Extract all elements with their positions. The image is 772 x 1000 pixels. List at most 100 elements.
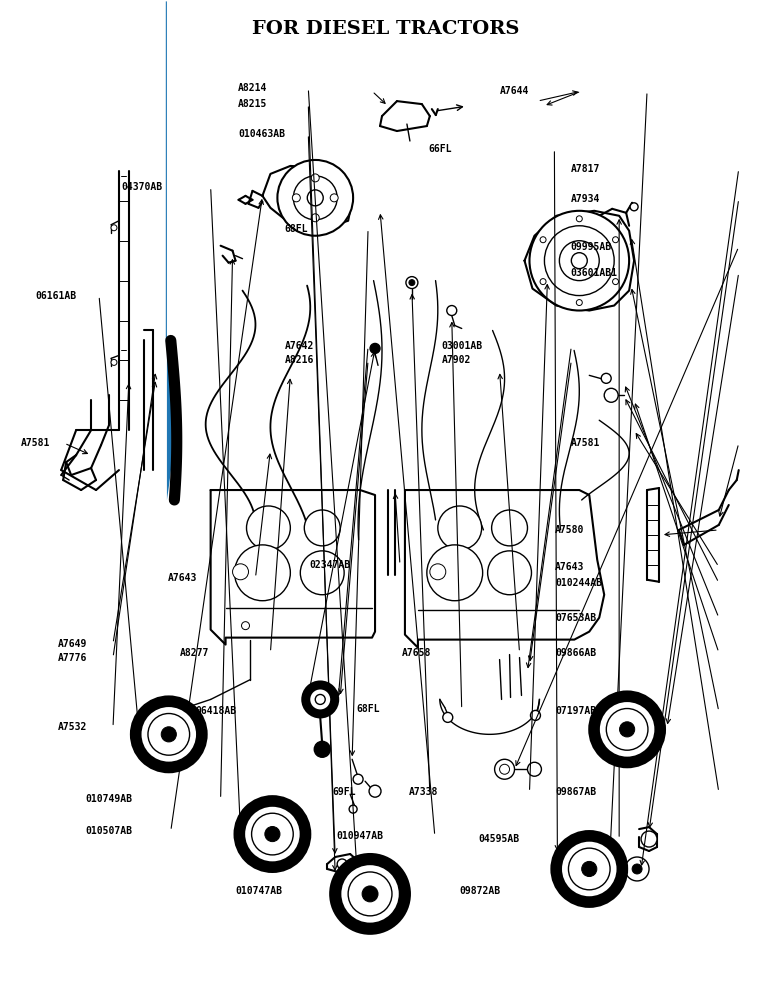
Text: 68FL: 68FL xyxy=(284,224,308,234)
Circle shape xyxy=(612,279,618,285)
Circle shape xyxy=(300,551,344,595)
Circle shape xyxy=(330,854,410,934)
Circle shape xyxy=(277,160,353,236)
Circle shape xyxy=(341,865,399,923)
Text: 09872AB: 09872AB xyxy=(459,886,500,896)
Text: 09867AB: 09867AB xyxy=(555,787,596,797)
Circle shape xyxy=(577,300,582,306)
Text: 03001AB: 03001AB xyxy=(442,341,482,351)
Circle shape xyxy=(560,241,599,281)
Text: 07197AB: 07197AB xyxy=(555,706,596,716)
Text: A7581: A7581 xyxy=(571,438,600,448)
Circle shape xyxy=(540,279,546,285)
Circle shape xyxy=(362,886,378,902)
Circle shape xyxy=(568,848,610,890)
Circle shape xyxy=(600,702,655,757)
Text: A7817: A7817 xyxy=(571,164,600,174)
Text: 010749AB: 010749AB xyxy=(85,794,132,804)
Text: 03601AB1: 03601AB1 xyxy=(571,268,618,278)
Circle shape xyxy=(581,861,597,877)
Circle shape xyxy=(293,176,337,220)
Text: A7642: A7642 xyxy=(284,341,314,351)
Circle shape xyxy=(499,764,510,774)
Text: 06418AB: 06418AB xyxy=(195,706,236,716)
Circle shape xyxy=(314,741,330,757)
Text: A8215: A8215 xyxy=(239,99,268,109)
Text: 06161AB: 06161AB xyxy=(36,291,76,301)
Circle shape xyxy=(131,696,207,772)
Circle shape xyxy=(303,681,338,717)
Text: 68FL: 68FL xyxy=(357,704,381,714)
Circle shape xyxy=(370,343,380,353)
Circle shape xyxy=(353,774,363,784)
Circle shape xyxy=(406,277,418,289)
Circle shape xyxy=(488,551,531,595)
Text: A7643: A7643 xyxy=(555,562,584,572)
Circle shape xyxy=(625,857,649,881)
Circle shape xyxy=(311,214,320,222)
Circle shape xyxy=(232,564,249,580)
Circle shape xyxy=(349,805,357,813)
Text: A7934: A7934 xyxy=(571,194,600,204)
Circle shape xyxy=(304,510,340,546)
Text: A8277: A8277 xyxy=(180,648,209,658)
Circle shape xyxy=(141,707,196,762)
Circle shape xyxy=(427,545,482,601)
Circle shape xyxy=(245,807,300,861)
Text: 07653AB: 07653AB xyxy=(555,613,596,623)
Text: 69FL: 69FL xyxy=(332,787,356,797)
Circle shape xyxy=(492,510,527,546)
Circle shape xyxy=(604,388,618,402)
Circle shape xyxy=(369,785,381,797)
Circle shape xyxy=(620,722,635,737)
Circle shape xyxy=(562,842,617,896)
Circle shape xyxy=(641,831,657,847)
Circle shape xyxy=(348,872,392,916)
Circle shape xyxy=(606,709,648,750)
Circle shape xyxy=(430,564,445,580)
Text: 010747AB: 010747AB xyxy=(235,886,282,896)
Circle shape xyxy=(111,225,117,231)
Circle shape xyxy=(447,306,457,316)
Circle shape xyxy=(530,710,540,720)
Circle shape xyxy=(438,506,482,550)
Text: A7581: A7581 xyxy=(21,438,50,448)
Text: A7902: A7902 xyxy=(442,355,471,365)
Text: 09995AB: 09995AB xyxy=(571,242,611,252)
Circle shape xyxy=(252,813,293,855)
Circle shape xyxy=(337,859,347,869)
Circle shape xyxy=(632,864,642,874)
Text: A7776: A7776 xyxy=(58,653,87,663)
Text: A7643: A7643 xyxy=(168,573,198,583)
Circle shape xyxy=(551,831,627,907)
Circle shape xyxy=(540,237,546,243)
Circle shape xyxy=(527,762,541,776)
Text: 02347AB: 02347AB xyxy=(309,560,350,570)
Circle shape xyxy=(330,194,338,202)
Text: A8214: A8214 xyxy=(239,83,268,93)
Circle shape xyxy=(601,373,611,383)
Circle shape xyxy=(246,506,290,550)
Circle shape xyxy=(111,359,117,365)
Text: 09866AB: 09866AB xyxy=(555,648,596,658)
Text: A7658: A7658 xyxy=(401,648,431,658)
Circle shape xyxy=(612,237,618,243)
Text: FOR DIESEL TRACTORS: FOR DIESEL TRACTORS xyxy=(252,20,520,38)
Circle shape xyxy=(235,796,310,872)
Circle shape xyxy=(311,174,320,182)
Text: A7649: A7649 xyxy=(58,639,87,649)
Circle shape xyxy=(495,759,514,779)
Circle shape xyxy=(530,211,629,311)
Circle shape xyxy=(571,253,587,269)
Circle shape xyxy=(315,694,325,704)
Text: 04595AB: 04595AB xyxy=(479,834,520,844)
Text: 66FL: 66FL xyxy=(428,144,452,154)
Text: A7580: A7580 xyxy=(555,525,584,535)
Circle shape xyxy=(148,714,190,755)
Circle shape xyxy=(589,691,665,767)
Circle shape xyxy=(577,216,582,222)
Circle shape xyxy=(630,203,638,211)
Text: A7644: A7644 xyxy=(499,86,530,96)
Text: A7338: A7338 xyxy=(409,787,438,797)
Circle shape xyxy=(265,826,280,842)
